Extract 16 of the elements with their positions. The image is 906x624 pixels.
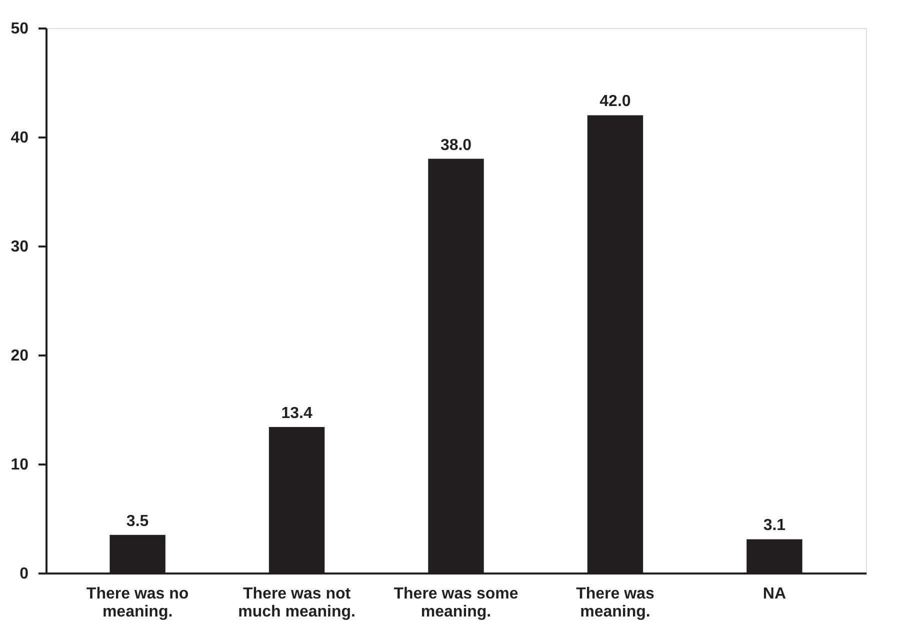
data-label: 3.1 <box>763 517 786 534</box>
x-tick-label: There was meaning. <box>576 586 654 620</box>
y-tick-label: 10 <box>10 456 29 474</box>
data-label: 38.0 <box>440 136 472 154</box>
data-label: 13.4 <box>281 404 312 422</box>
y-tick-label: 30 <box>10 238 29 256</box>
x-tick-label: NA <box>762 586 786 602</box>
y-tick-label: 40 <box>10 130 29 146</box>
y-tick-label: 50 <box>10 20 29 38</box>
data-label: 42.0 <box>600 93 631 110</box>
data-label: 3.5 <box>126 512 149 530</box>
y-tick-label: 20 <box>10 348 29 364</box>
x-tick-label: There was not much meaning. <box>238 586 356 620</box>
y-tick-label: 0 <box>20 566 29 582</box>
x-tick-label: There was some meaning. <box>394 586 518 620</box>
x-tick-label: There was no meaning. <box>86 586 189 620</box>
